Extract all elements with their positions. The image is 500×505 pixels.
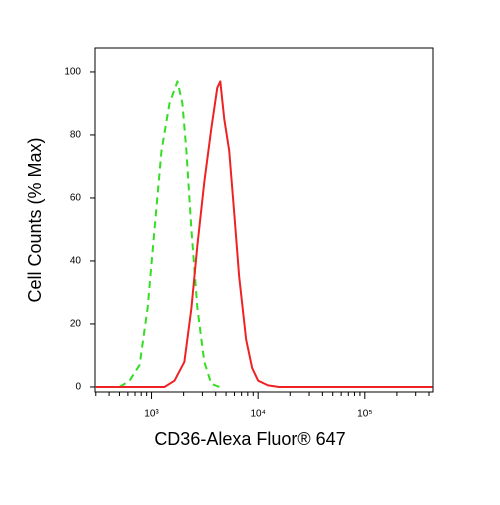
series-line [95,80,433,388]
plot-frame [94,47,434,393]
y-tick-label: 60 [70,193,82,204]
y-tick-label: 80 [70,130,82,141]
y-tick-label: 100 [64,67,81,78]
x-axis-label: CD36-Alexa Fluor® 647 [154,429,345,449]
y-tick-label: 40 [70,256,82,267]
y-axis-label: Cell Counts (% Max) [25,137,45,302]
y-tick-label: 20 [70,319,82,330]
x-tick-label: 10³ [144,409,159,420]
x-tick-label: 10⁵ [357,409,372,420]
y-tick-label: 0 [75,382,81,393]
x-tick-label: 10⁴ [250,409,265,420]
series-line [119,80,220,388]
